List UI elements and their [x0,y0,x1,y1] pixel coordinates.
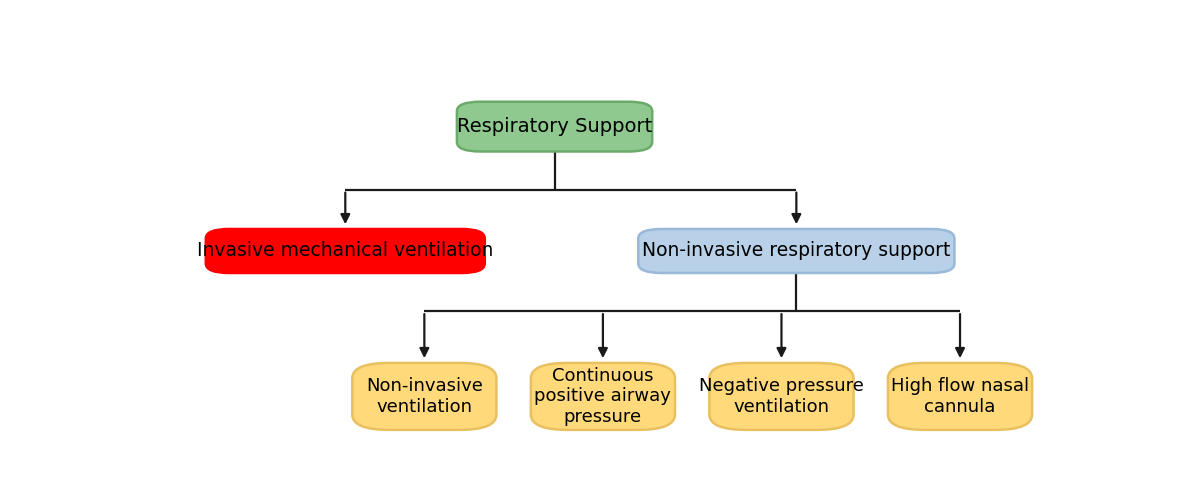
FancyBboxPatch shape [709,363,853,430]
FancyBboxPatch shape [530,363,674,430]
FancyBboxPatch shape [888,363,1032,430]
FancyBboxPatch shape [353,363,497,430]
Text: Invasive mechanical ventilation: Invasive mechanical ventilation [197,242,493,260]
Text: Respiratory Support: Respiratory Support [457,117,652,136]
Text: High flow nasal
cannula: High flow nasal cannula [890,377,1030,416]
Text: Continuous
positive airway
pressure: Continuous positive airway pressure [534,367,671,426]
Text: Non-invasive
ventilation: Non-invasive ventilation [366,377,482,416]
Text: Negative pressure
ventilation: Negative pressure ventilation [700,377,864,416]
FancyBboxPatch shape [457,102,653,152]
FancyBboxPatch shape [206,229,485,273]
FancyBboxPatch shape [638,229,954,273]
Text: Non-invasive respiratory support: Non-invasive respiratory support [642,242,950,260]
